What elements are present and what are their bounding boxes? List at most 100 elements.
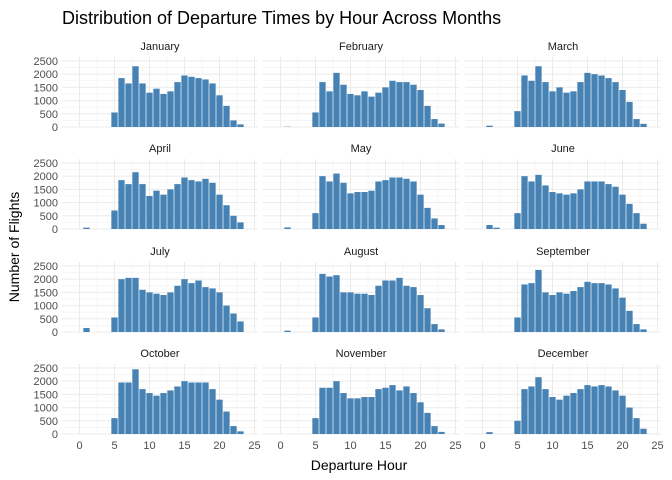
bar [174,386,181,434]
bar [216,292,223,332]
bar [132,66,139,127]
bar [577,82,584,127]
bar [619,90,626,127]
bar [570,193,577,229]
bar [389,80,396,127]
bar [438,225,445,229]
bar [83,227,90,229]
x-tick-label: 10 [546,440,558,452]
y-tick-label: 1500 [34,184,58,196]
y-tick-label: 0 [52,327,58,339]
bar [237,431,244,434]
bar [188,382,195,434]
bar [139,289,146,332]
y-tick-label: 500 [40,211,58,223]
bar [139,83,146,127]
y-tick-label: 500 [40,416,58,428]
bar [347,93,354,127]
bar [146,393,153,434]
bar [375,285,382,332]
bar [563,194,570,229]
bar [431,426,438,434]
bar [403,82,410,127]
bar [181,75,188,127]
bar [333,275,340,332]
bar [333,173,340,229]
bar [188,283,195,332]
bar [612,288,619,332]
bar [549,192,556,229]
bar [118,180,125,229]
bar [598,283,605,332]
facet-panel-december: December 0 5 10 15 20 25 [465,348,664,452]
bar [174,184,181,229]
bar [223,411,230,434]
bar [284,227,291,229]
bar [111,112,118,127]
y-tick-label: 2500 [34,158,58,170]
bar [431,218,438,229]
bar [431,119,438,127]
bar [563,92,570,127]
bar [312,112,319,127]
bar [347,398,354,434]
bar [118,279,125,332]
bar [125,277,132,332]
bar [396,177,403,229]
bar [542,389,549,434]
y-tick-label: 0 [52,429,58,441]
bar [132,369,139,434]
facet-strip-label: September [536,246,590,258]
x-tick-label: 15 [178,440,190,452]
bar [521,284,528,332]
bar [598,385,605,434]
bar [139,184,146,229]
chart-title: Distribution of Departure Times by Hour … [62,8,501,28]
facet-panel-september: September [465,246,661,333]
bar [326,91,333,127]
bar [319,387,326,434]
bar [549,91,556,127]
bar [319,176,326,229]
facet-strip-label: November [336,348,387,360]
y-tick-label: 2000 [34,376,58,388]
y-tick-label: 1000 [34,301,58,313]
bar [223,105,230,127]
bar [326,276,333,332]
facet-strip-label: January [140,41,180,53]
facet-panel-march: March [465,41,661,128]
bar [535,174,542,229]
facet-strip-label: December [538,348,589,360]
bar [640,223,647,229]
facet-strip-label: April [149,143,171,155]
bar [591,181,598,229]
bar [514,213,521,229]
bar [640,123,647,127]
bar [535,66,542,127]
bar [202,178,209,229]
bar [563,395,570,434]
bar [486,432,493,434]
bar [389,177,396,229]
bar [195,78,202,127]
bar [230,426,237,434]
x-tick-label: 10 [143,440,155,452]
bar [424,308,431,332]
bar [556,399,563,434]
bar [167,189,174,229]
bar [542,185,549,229]
bar [535,269,542,332]
bar [528,181,535,229]
y-tick-label: 0 [52,122,58,134]
bar [410,287,417,332]
bar [340,182,347,229]
bar [570,291,577,332]
bar [626,101,633,127]
bar [146,292,153,332]
bar [584,385,591,434]
bar [382,387,389,434]
bar [549,295,556,332]
bar [556,193,563,229]
